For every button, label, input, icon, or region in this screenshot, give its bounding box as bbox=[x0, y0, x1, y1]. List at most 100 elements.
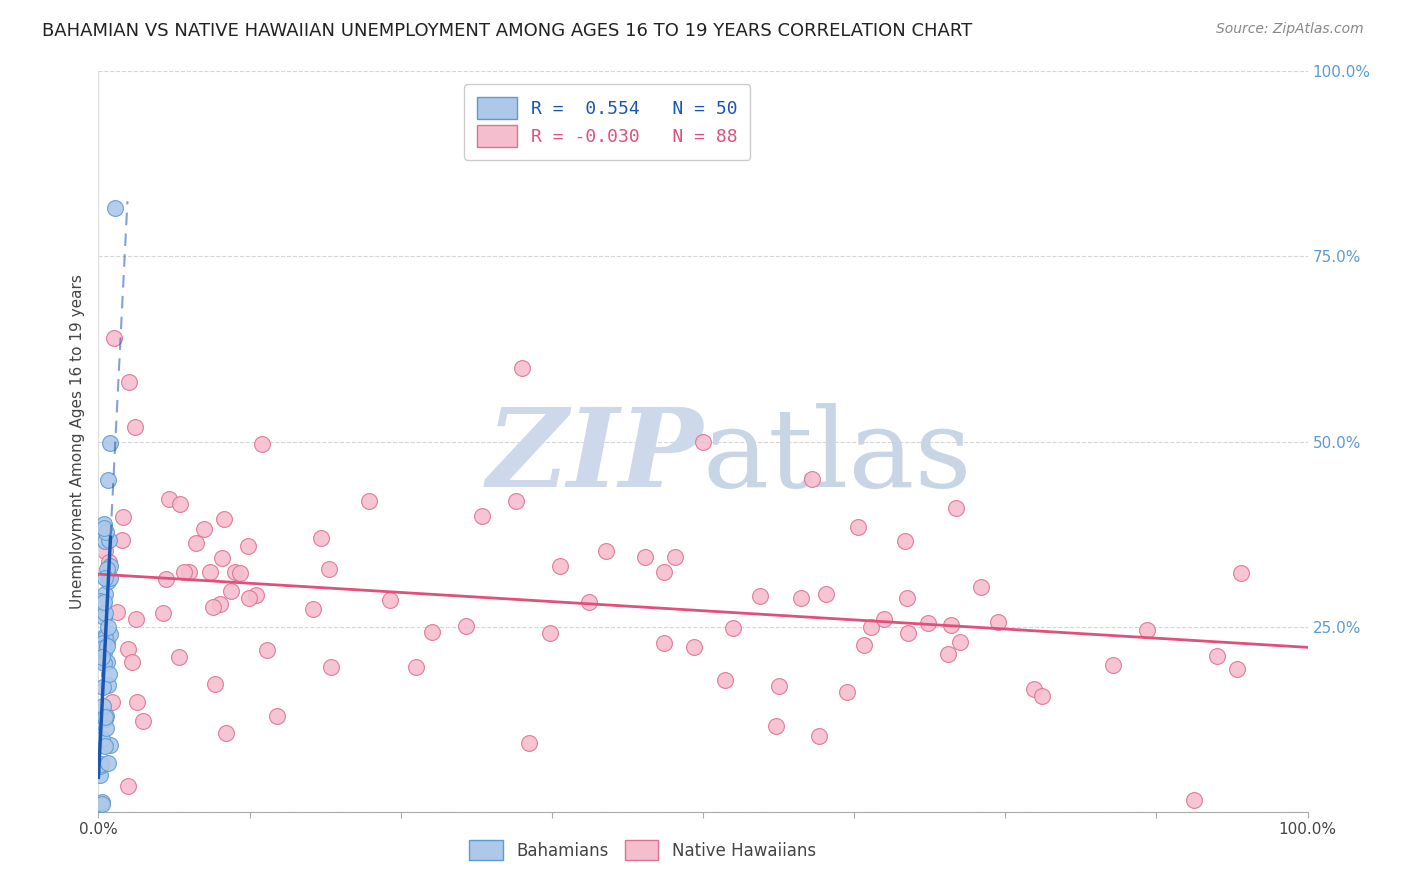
Point bbox=[859, 620, 882, 634]
Point bbox=[202, 599, 225, 614]
Y-axis label: Unemployment Among Ages 16 to 19 years: Unemployment Among Ages 16 to 19 years bbox=[70, 274, 86, 609]
Text: ZIP: ZIP bbox=[486, 402, 703, 510]
Point bbox=[309, 531, 332, 545]
Point bbox=[111, 533, 134, 547]
Point bbox=[204, 677, 226, 691]
Point bbox=[652, 566, 675, 580]
Point bbox=[91, 636, 114, 650]
Point bbox=[91, 597, 114, 611]
Point bbox=[97, 474, 120, 488]
Point bbox=[105, 605, 128, 619]
Point bbox=[471, 509, 494, 524]
Point bbox=[93, 571, 115, 585]
Point bbox=[578, 595, 600, 609]
Point bbox=[96, 655, 118, 669]
Point bbox=[359, 493, 381, 508]
Point bbox=[97, 574, 120, 589]
Point bbox=[714, 673, 737, 688]
Point bbox=[517, 736, 540, 750]
Point bbox=[1226, 662, 1249, 676]
Legend: Bahamians, Native Hawaiians: Bahamians, Native Hawaiians bbox=[463, 834, 823, 866]
Point bbox=[96, 635, 118, 649]
Point bbox=[89, 759, 111, 773]
Point bbox=[378, 592, 401, 607]
Point bbox=[939, 617, 962, 632]
Point bbox=[96, 709, 118, 723]
Point bbox=[94, 640, 117, 655]
Point bbox=[125, 695, 148, 709]
Point bbox=[117, 779, 139, 793]
Point bbox=[692, 434, 714, 449]
Point bbox=[98, 739, 121, 753]
Point bbox=[94, 524, 117, 539]
Point bbox=[167, 649, 190, 664]
Point bbox=[93, 712, 115, 726]
Point bbox=[94, 632, 117, 646]
Point bbox=[256, 642, 278, 657]
Point bbox=[91, 698, 114, 713]
Point bbox=[155, 572, 177, 586]
Point bbox=[93, 595, 115, 609]
Point bbox=[93, 606, 115, 620]
Point bbox=[245, 588, 267, 602]
Point bbox=[91, 796, 114, 810]
Point bbox=[1182, 793, 1205, 807]
Text: Source: ZipAtlas.com: Source: ZipAtlas.com bbox=[1216, 22, 1364, 37]
Point bbox=[93, 709, 115, 723]
Point bbox=[405, 660, 427, 674]
Point bbox=[96, 640, 118, 654]
Point bbox=[219, 584, 242, 599]
Point bbox=[101, 695, 124, 709]
Point bbox=[212, 511, 235, 525]
Point bbox=[510, 360, 533, 375]
Point bbox=[318, 562, 340, 576]
Point bbox=[721, 621, 744, 635]
Point bbox=[949, 635, 972, 649]
Point bbox=[768, 679, 790, 693]
Text: atlas: atlas bbox=[703, 403, 973, 510]
Point bbox=[96, 678, 118, 692]
Point bbox=[550, 559, 572, 574]
Point bbox=[93, 609, 115, 624]
Point bbox=[90, 756, 112, 771]
Point bbox=[852, 639, 875, 653]
Point bbox=[896, 591, 918, 605]
Point bbox=[93, 521, 115, 535]
Point bbox=[94, 739, 117, 753]
Point bbox=[117, 641, 139, 656]
Point bbox=[184, 536, 207, 550]
Point bbox=[266, 708, 288, 723]
Point bbox=[505, 493, 527, 508]
Point bbox=[302, 602, 325, 616]
Point bbox=[893, 534, 915, 549]
Point bbox=[89, 594, 111, 608]
Point bbox=[157, 491, 180, 506]
Point bbox=[94, 629, 117, 643]
Point bbox=[98, 667, 121, 681]
Point bbox=[846, 520, 869, 534]
Point bbox=[131, 714, 153, 728]
Point bbox=[835, 685, 858, 699]
Point bbox=[765, 719, 787, 733]
Point bbox=[98, 555, 121, 569]
Point bbox=[93, 641, 115, 656]
Point bbox=[229, 566, 252, 581]
Point bbox=[169, 498, 191, 512]
Point bbox=[873, 612, 896, 626]
Point bbox=[173, 565, 195, 579]
Point bbox=[1102, 658, 1125, 673]
Point bbox=[96, 562, 118, 576]
Point bbox=[90, 797, 112, 812]
Point bbox=[917, 616, 939, 631]
Point bbox=[652, 636, 675, 650]
Point bbox=[97, 619, 120, 633]
Point bbox=[104, 202, 127, 216]
Point bbox=[98, 435, 121, 450]
Point bbox=[683, 640, 706, 654]
Point bbox=[118, 376, 141, 390]
Point bbox=[98, 558, 121, 573]
Point bbox=[945, 501, 967, 516]
Point bbox=[208, 597, 231, 611]
Point bbox=[808, 729, 831, 743]
Point bbox=[94, 533, 117, 548]
